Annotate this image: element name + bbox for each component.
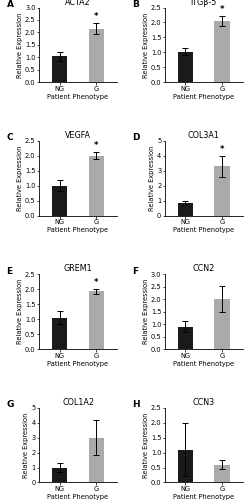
Bar (214, 299, 230, 349)
Text: *: * (220, 144, 224, 154)
Text: D: D (132, 134, 140, 142)
Text: A: A (7, 0, 14, 9)
Text: B: B (132, 0, 139, 9)
Bar (89, 28, 104, 82)
Text: *: * (94, 12, 99, 22)
Text: *: * (94, 142, 99, 150)
Title: VEGFA: VEGFA (65, 131, 91, 140)
Bar (52, 186, 67, 216)
Y-axis label: Relative Expression: Relative Expression (143, 412, 149, 478)
X-axis label: Patient Phenotype: Patient Phenotype (48, 494, 109, 500)
Bar (177, 52, 193, 82)
Y-axis label: Relative Expression: Relative Expression (23, 412, 29, 478)
Y-axis label: Relative Expression: Relative Expression (17, 12, 23, 78)
Title: CCN2: CCN2 (193, 264, 215, 274)
X-axis label: Patient Phenotype: Patient Phenotype (173, 94, 234, 100)
Y-axis label: Relative Expression: Relative Expression (149, 146, 155, 211)
X-axis label: Patient Phenotype: Patient Phenotype (48, 94, 109, 100)
Title: COL3A1: COL3A1 (188, 131, 220, 140)
Bar (52, 468, 67, 482)
Text: E: E (7, 266, 13, 276)
X-axis label: Patient Phenotype: Patient Phenotype (173, 361, 234, 367)
Text: *: * (94, 278, 99, 286)
Bar (52, 56, 67, 82)
Title: ITGβ-5: ITGβ-5 (191, 0, 217, 6)
Text: *: * (220, 4, 224, 14)
Text: C: C (7, 134, 13, 142)
X-axis label: Patient Phenotype: Patient Phenotype (173, 228, 234, 234)
Text: H: H (132, 400, 140, 409)
Title: ACTA2: ACTA2 (65, 0, 91, 6)
Bar (214, 166, 230, 216)
Bar (89, 292, 104, 349)
Bar (177, 326, 193, 349)
Bar (89, 156, 104, 216)
X-axis label: Patient Phenotype: Patient Phenotype (48, 228, 109, 234)
Bar (89, 438, 104, 482)
Bar (214, 21, 230, 82)
Bar (52, 318, 67, 349)
Title: COL1A2: COL1A2 (62, 398, 94, 407)
Y-axis label: Relative Expression: Relative Expression (143, 279, 149, 344)
Text: G: G (7, 400, 14, 409)
Y-axis label: Relative Expression: Relative Expression (143, 12, 149, 78)
Title: GREM1: GREM1 (64, 264, 92, 274)
Text: F: F (132, 266, 138, 276)
Bar (214, 464, 230, 482)
Bar (177, 450, 193, 482)
X-axis label: Patient Phenotype: Patient Phenotype (173, 494, 234, 500)
Bar (177, 203, 193, 216)
Y-axis label: Relative Expression: Relative Expression (17, 146, 23, 211)
Title: CCN3: CCN3 (193, 398, 215, 407)
X-axis label: Patient Phenotype: Patient Phenotype (48, 361, 109, 367)
Y-axis label: Relative Expression: Relative Expression (17, 279, 23, 344)
